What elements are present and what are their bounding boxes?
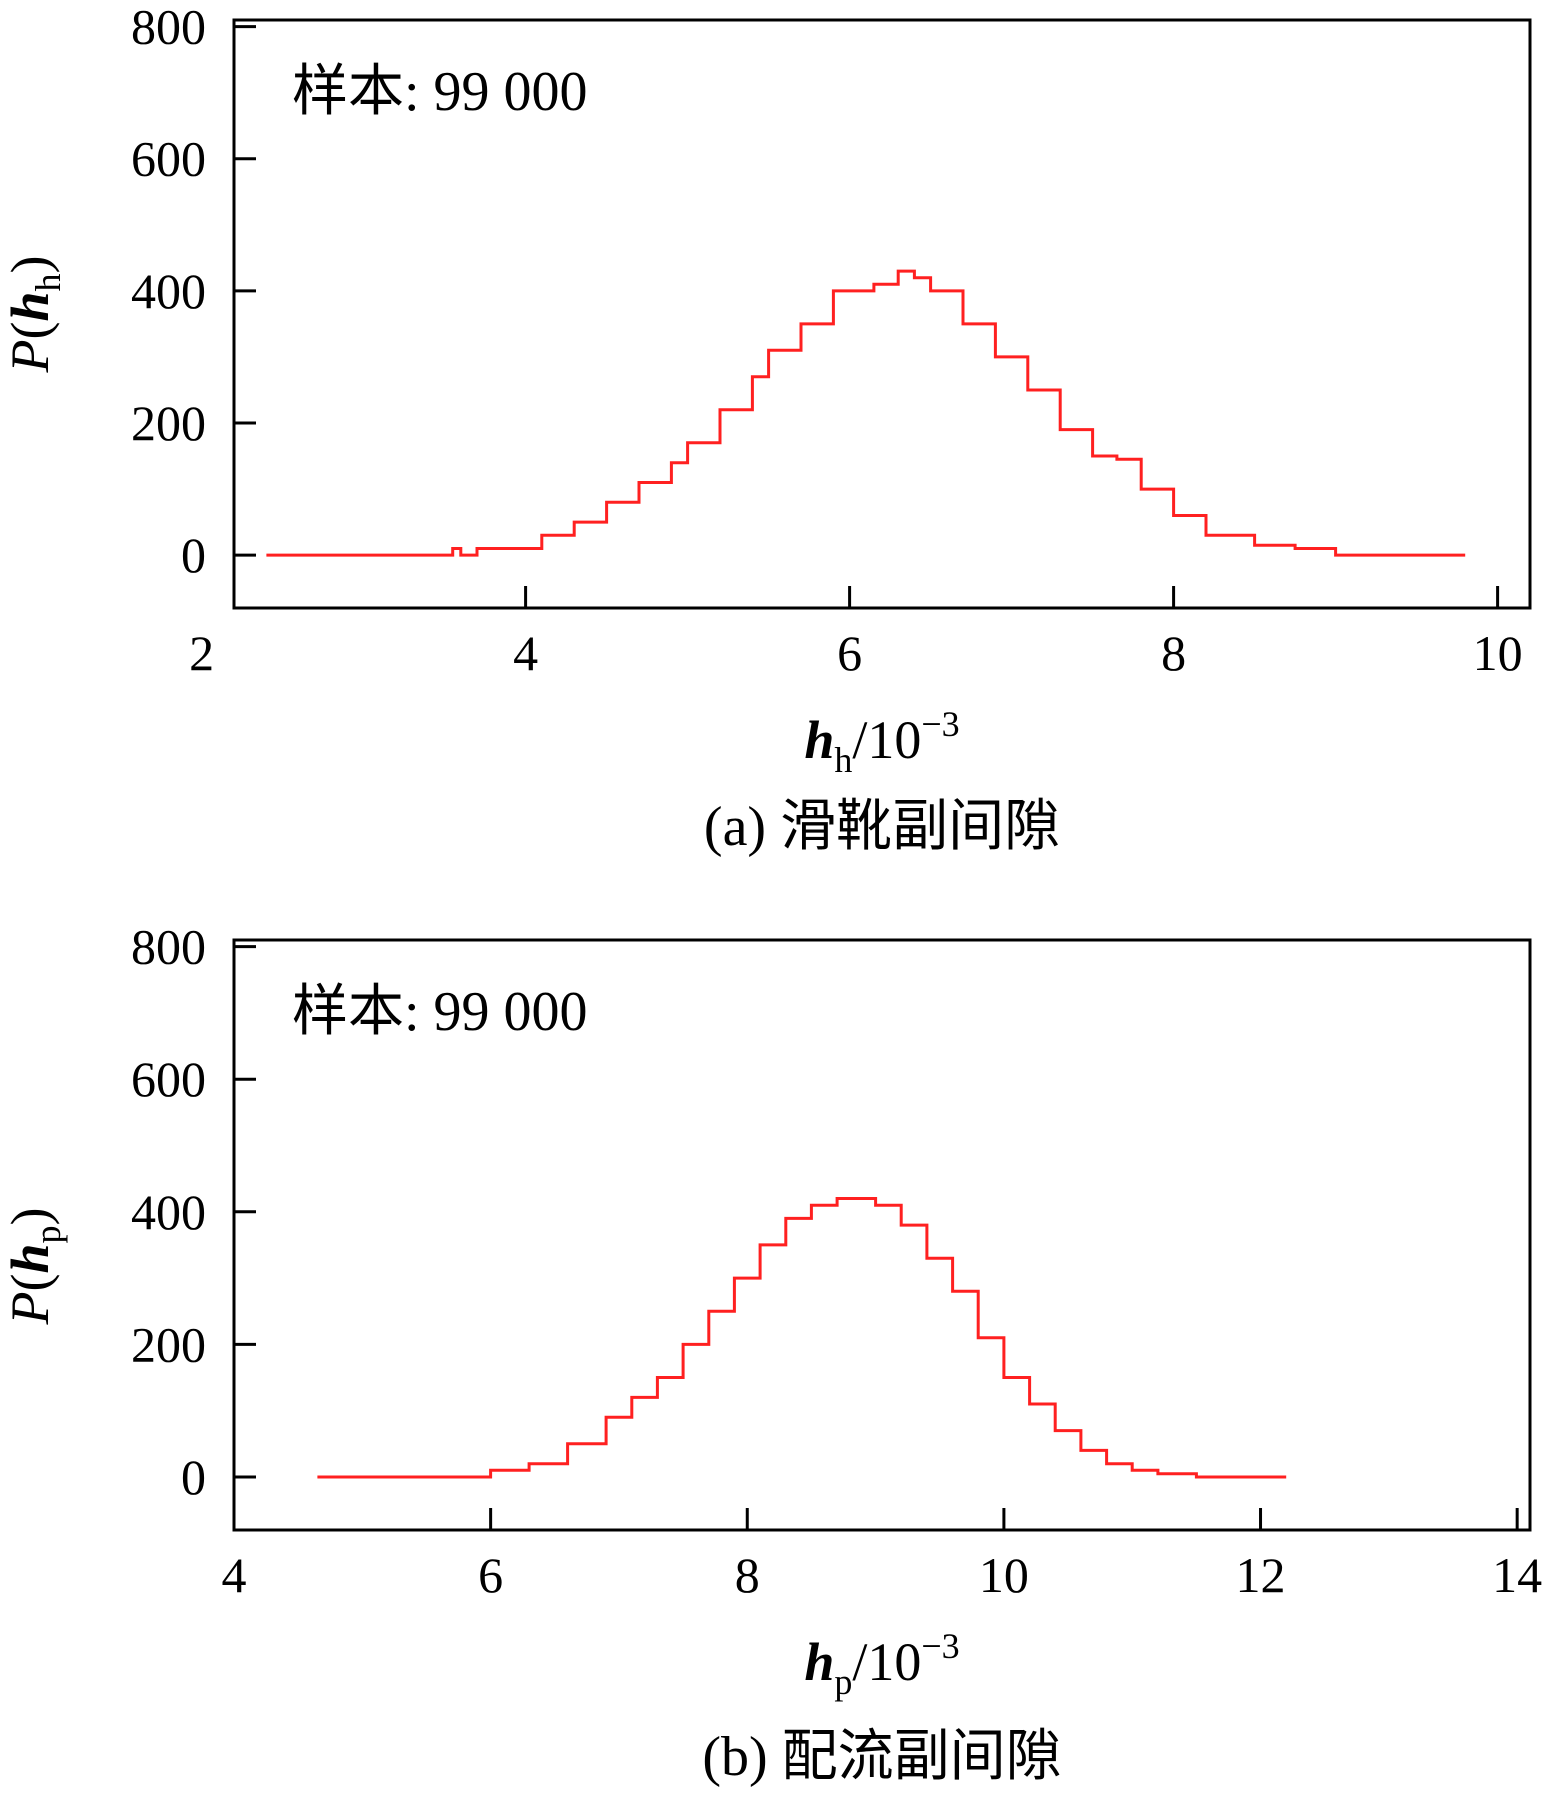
series-line <box>317 1197 1287 1479</box>
y-axis-label: P(hh) <box>0 255 68 373</box>
y-label-paren: ( <box>0 322 60 340</box>
x-tick-label: 10 <box>979 1547 1029 1603</box>
series-line <box>266 269 1466 557</box>
x-label-unit: /10 <box>852 710 921 770</box>
y-tick-label: 600 <box>131 131 206 187</box>
figure-caption: (a) 滑靴副间隙 <box>704 796 1060 858</box>
x-label-sub: h <box>834 740 852 780</box>
x-tick-label: 8 <box>735 1547 760 1603</box>
x-tick-label: 6 <box>837 625 862 681</box>
plot-frame <box>232 938 1532 1532</box>
y-label-var: h <box>0 291 60 321</box>
x-label-unit: /10 <box>852 1632 921 1692</box>
y-label-close: ) <box>0 1207 60 1225</box>
x-tick-label: 8 <box>1161 625 1186 681</box>
x-tick-label: 2 <box>189 625 214 681</box>
x-tick-label: 6 <box>478 1547 503 1603</box>
y-axis-label: P(hp) <box>0 1207 68 1325</box>
y-tick-label: 400 <box>131 263 206 319</box>
y-tick-label: 200 <box>131 1316 206 1372</box>
sample-annotation: 样本: 99 000 <box>292 61 588 123</box>
x-tick-label: 10 <box>1473 625 1523 681</box>
x-label-sub: p <box>834 1662 852 1702</box>
y-tick-label: 800 <box>131 919 206 975</box>
y-tick-label: 600 <box>131 1051 206 1107</box>
x-label-exp: −3 <box>921 704 959 744</box>
y-label-close: ) <box>0 255 60 273</box>
x-tick-label: 14 <box>1492 1547 1542 1603</box>
y-tick-label: 200 <box>131 395 206 451</box>
x-label-exp: −3 <box>921 1626 959 1666</box>
y-label-var: h <box>0 1243 60 1273</box>
x-tick-label: 4 <box>513 625 538 681</box>
y-tick-label: 0 <box>181 527 206 583</box>
x-tick-label: 4 <box>222 1547 247 1603</box>
figure-caption: (b) 配流副间隙 <box>702 1726 1061 1788</box>
x-axis-label: hh/10−3 <box>804 704 959 780</box>
y-label-main: P <box>0 1292 60 1326</box>
y-label-main: P <box>0 340 60 374</box>
y-label-sub: p <box>28 1225 68 1243</box>
y-tick-label: 0 <box>181 1449 206 1505</box>
y-label-sub: h <box>28 273 68 291</box>
sample-annotation: 样本: 99 000 <box>292 981 588 1043</box>
x-label-var: h <box>804 710 834 770</box>
y-tick-label: 400 <box>131 1184 206 1240</box>
y-label-paren: ( <box>0 1274 60 1292</box>
y-tick-label: 800 <box>131 0 206 55</box>
plot-frame <box>232 18 1532 610</box>
x-tick-label: 12 <box>1236 1547 1286 1603</box>
x-label-var: h <box>804 1632 834 1692</box>
x-axis-label: hp/10−3 <box>804 1626 959 1702</box>
